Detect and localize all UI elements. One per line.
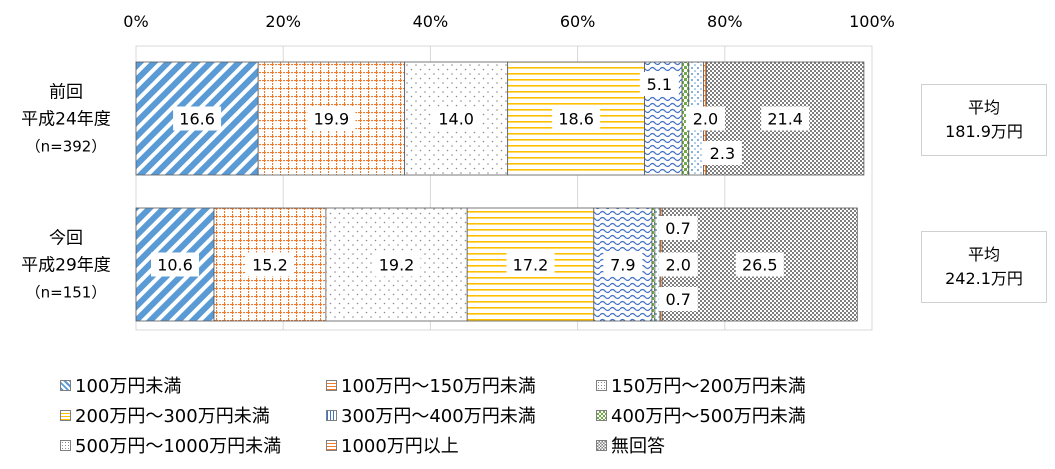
data-label-bg [702,141,742,165]
average-box-previous: 平均 181.9万円 [921,84,1047,156]
extra-data-label: 0.7 [666,290,691,309]
data-label-bg [506,252,555,277]
legend-label: 1000万円以上 [341,436,459,457]
data-label-bg [245,252,294,277]
data-label: 0.7 [665,219,690,238]
legend-label: 200万円～300万円未満 [75,406,270,427]
legend-item: 500万円～1000万円未満 [60,432,281,458]
data-label-bg [761,106,810,131]
data-label: 17.2 [513,256,549,275]
data-label-bg [552,106,601,131]
x-tick-label: 80% [707,12,743,31]
legend-item: 300万円～400万円未満 [326,402,536,428]
data-label-bg [432,106,481,131]
legend-item: 無回答 [596,432,665,458]
data-label-bg [685,106,725,131]
legend-item: 150万円～200万円未満 [596,372,806,398]
data-label: 15.2 [252,256,288,275]
average-title: 平均 [967,98,1000,117]
legend-label: 100万円未満 [75,376,182,397]
extra-data-label: 2.3 [710,144,735,163]
legend-label: 150万円～200万円未満 [611,376,806,397]
legend-swatch [596,379,607,391]
category-label: 前回 [49,83,83,103]
average-value: 242.1万円 [945,269,1023,288]
data-label: 26.5 [742,256,778,275]
legend-swatch [326,379,337,391]
legend-swatch [326,439,337,451]
data-label-bg [658,252,698,277]
category-label: 平成24年度 [21,110,111,130]
x-tick-label: 0% [123,12,148,31]
data-label: 14.0 [438,110,474,129]
data-label: 19.9 [314,110,350,129]
x-tick-label: 100% [849,12,895,31]
legend-swatch [596,439,607,451]
average-value: 181.9万円 [945,122,1023,141]
category-label: （n=392） [26,138,107,156]
data-label: 10.6 [157,256,193,275]
data-label-bg [639,72,679,96]
legend-item: 1000万円以上 [326,432,459,458]
x-tick-label: 20% [265,12,301,31]
data-label-bg [658,216,698,240]
data-label: 19.2 [379,256,415,275]
legend-item: 200万円～300万円未満 [60,402,270,428]
data-label: 2.0 [693,110,718,129]
data-label-bg [173,106,222,131]
data-label-bg [603,252,643,277]
legend-item: 100万円～150万円未満 [326,372,536,398]
legend-swatch [60,439,71,451]
data-label-bg [307,106,356,131]
legend-item: 100万円未満 [60,372,181,398]
category-label: 平成29年度 [21,256,111,276]
legend-swatch [596,409,607,421]
legend-label: 無回答 [611,436,665,457]
category-label: （n=151） [26,284,107,302]
data-label: 16.6 [179,110,215,129]
legend-item: 400万円～500万円未満 [596,402,806,428]
data-label: 21.4 [767,110,803,129]
legend-swatch [60,379,71,391]
x-tick-label: 60% [560,12,596,31]
data-label-bg [735,252,784,277]
average-title: 平均 [967,245,1000,264]
data-label-bg [151,252,200,277]
category-label: 今回 [49,229,83,249]
legend-label: 100万円～150万円未満 [341,376,536,397]
data-label-bg [658,287,698,311]
x-tick-label: 40% [413,12,449,31]
data-label: 5.1 [647,75,672,94]
legend-label: 300万円～400万円未満 [341,406,536,427]
average-box-current: 平均 242.1万円 [921,231,1047,303]
data-label-bg [372,252,421,277]
data-label: 7.9 [610,256,635,275]
data-label: 18.6 [558,110,594,129]
legend-label: 500万円～1000万円未満 [75,436,282,457]
legend-swatch [326,409,337,421]
extra-data-label: 2.0 [666,256,691,275]
bar-segment [651,207,656,322]
legend-label: 400万円～500万円未満 [611,406,806,427]
legend-swatch [60,409,71,421]
